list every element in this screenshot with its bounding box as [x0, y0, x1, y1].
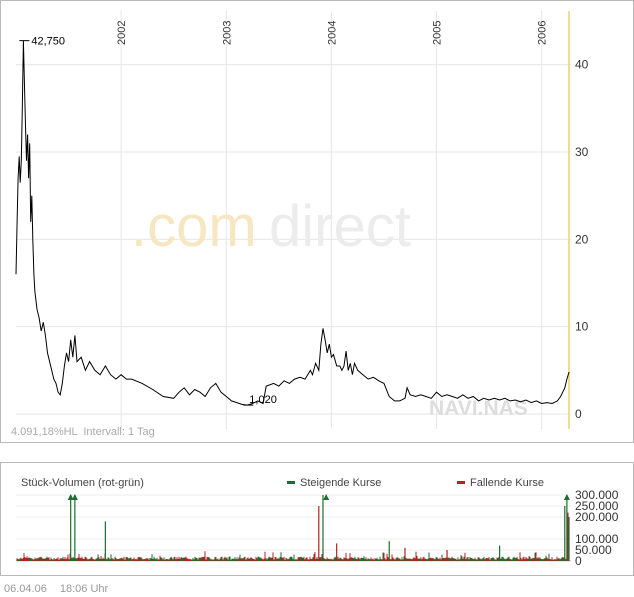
year-label: 2004 — [326, 21, 338, 45]
legend-falling: Fallende Kurse — [457, 477, 544, 489]
overflow-arrow — [563, 494, 570, 500]
year-label: 2006 — [537, 21, 549, 45]
watermark-prefix: .com — [131, 194, 257, 259]
volume-chart: Stück-Volumen (rot-grün) Steigende Kurse… — [16, 477, 619, 568]
volume-chart-panel: Stück-Volumen (rot-grün) Steigende Kurse… — [0, 462, 634, 576]
timestamp-footer: 06.04.06 18:06 Uhr — [4, 583, 118, 595]
y-tick-label: 10 — [575, 320, 589, 334]
y-tick-label: 40 — [575, 58, 589, 72]
min-label: 1,020 — [249, 394, 277, 406]
volume-tick-label: 100.000 — [575, 532, 619, 546]
volume-tick-label: 200.000 — [575, 510, 619, 524]
price-chart: .com direct NAVI.NAS 2002 2003 2004 2005 200… — [11, 11, 589, 438]
volume-bars — [16, 495, 570, 561]
footer-date: 06.04.06 — [4, 583, 47, 595]
legend-falling-swatch — [457, 481, 465, 484]
min-annotation: 1,020 — [243, 394, 277, 406]
volume-grid — [16, 494, 571, 562]
volume-tick-label: 0 — [575, 554, 582, 568]
ticker-watermark: NAVI.NAS — [429, 397, 528, 420]
watermark: .com direct NAVI.NAS — [131, 194, 528, 420]
price-chart-panel: .com direct NAVI.NAS 2002 2003 2004 2005 200… — [0, 0, 634, 443]
volume-tick-label: 300.000 — [575, 488, 619, 502]
overflow-arrow — [67, 494, 74, 500]
y-axis-ticks: 0 10 20 30 40 — [575, 58, 589, 421]
max-label: 42,750 — [31, 36, 65, 48]
y-tick-label: 0 — [575, 407, 582, 421]
y-tick-label: 20 — [575, 232, 589, 246]
interval-info: 4.091,18%HL Intervall: 1 Tag — [11, 426, 155, 438]
volume-tick-label: 50.000 — [575, 543, 612, 557]
volume-tick-label: 250.000 — [575, 499, 619, 513]
year-label: 2002 — [116, 21, 128, 45]
overflow-arrow — [71, 494, 78, 500]
year-label: 2003 — [221, 21, 233, 45]
overflow-arrow — [323, 494, 330, 500]
price-line — [15, 40, 570, 406]
volume-overflow-markers — [67, 494, 570, 500]
max-annotation: 42,750 — [19, 36, 65, 48]
year-label: 2005 — [432, 21, 444, 45]
legend-rising-swatch — [287, 481, 295, 484]
legend-rising-label: Steigende Kurse — [300, 477, 381, 489]
year-labels: 2002 2003 2004 2005 2006 — [116, 21, 549, 45]
legend-falling-label: Fallende Kurse — [470, 477, 544, 489]
y-tick-label: 30 — [575, 145, 589, 159]
legend-rising: Steigende Kurse — [287, 477, 381, 489]
price-grid — [16, 11, 571, 429]
volume-title: Stück-Volumen (rot-grün) — [21, 477, 144, 489]
footer-time: 18:06 Uhr — [59, 583, 109, 595]
watermark-suffix: direct — [269, 194, 411, 259]
